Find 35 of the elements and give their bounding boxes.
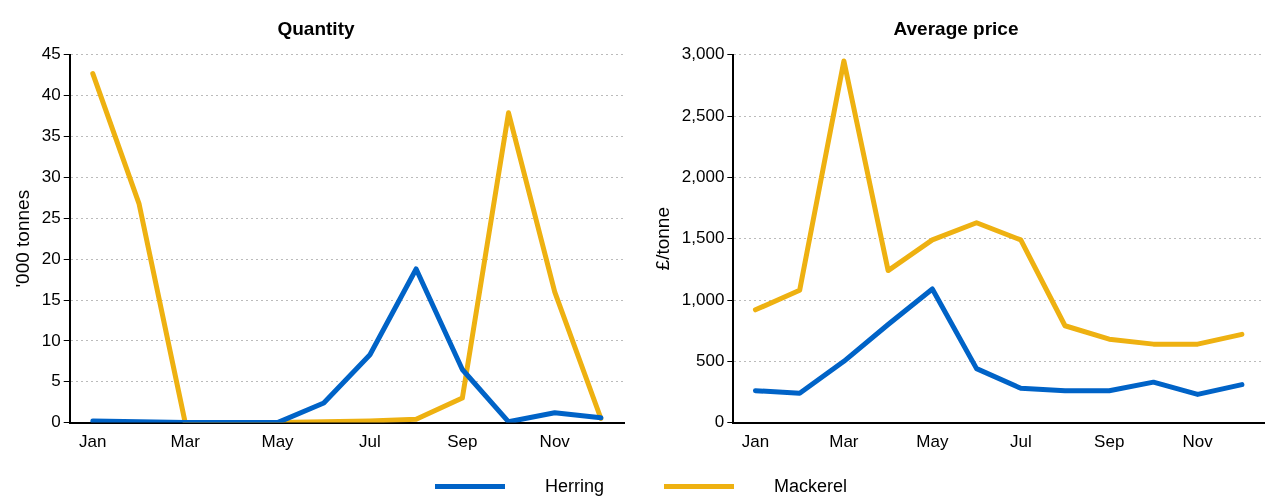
- x-tick-label: Jan: [741, 432, 770, 452]
- x-tick-label: May: [916, 432, 949, 452]
- y-tick-label: 40: [41, 85, 61, 105]
- y-tick-label: 2,000: [681, 167, 725, 187]
- y-tick-label: 3,000: [681, 44, 725, 64]
- y-tick-label: 35: [41, 126, 61, 146]
- y-axis-title: £/tonne: [651, 207, 673, 271]
- x-tick-label: Jul: [1009, 432, 1032, 452]
- x-tick-label: Nov: [539, 432, 571, 452]
- y-tick-label: 25: [41, 207, 61, 227]
- x-tick-label: Jul: [359, 432, 381, 452]
- y-tick-label: 30: [41, 167, 61, 187]
- x-tick-label: May: [261, 432, 295, 452]
- y-tick-label: 1,000: [681, 289, 725, 309]
- y-axis-title: '000 tonnes: [11, 189, 33, 288]
- y-tick-label: 5: [51, 371, 61, 391]
- y-tick-label: 45: [41, 44, 61, 64]
- x-tick-label: Mar: [170, 432, 201, 452]
- y-tick-label: 10: [41, 330, 61, 350]
- x-tick-label: Nov: [1182, 432, 1214, 452]
- legend-label: Herring: [544, 476, 604, 497]
- x-tick-label: Sep: [447, 432, 478, 452]
- y-tick-label: 0: [51, 412, 61, 432]
- chart-title: Average price: [893, 17, 1019, 39]
- legend-label: Mackerel: [774, 476, 848, 497]
- x-tick-label: Sep: [1094, 432, 1125, 452]
- y-tick-label: 15: [41, 289, 61, 309]
- y-tick-label: 2,500: [681, 105, 725, 125]
- y-tick-label: 20: [41, 248, 61, 268]
- y-tick-label: 1,500: [681, 228, 725, 248]
- y-tick-label: 500: [695, 350, 725, 370]
- y-tick-label: 0: [714, 412, 725, 432]
- chart-title: Quantity: [277, 17, 355, 39]
- x-tick-label: Mar: [829, 432, 859, 452]
- x-tick-label: Jan: [79, 432, 107, 452]
